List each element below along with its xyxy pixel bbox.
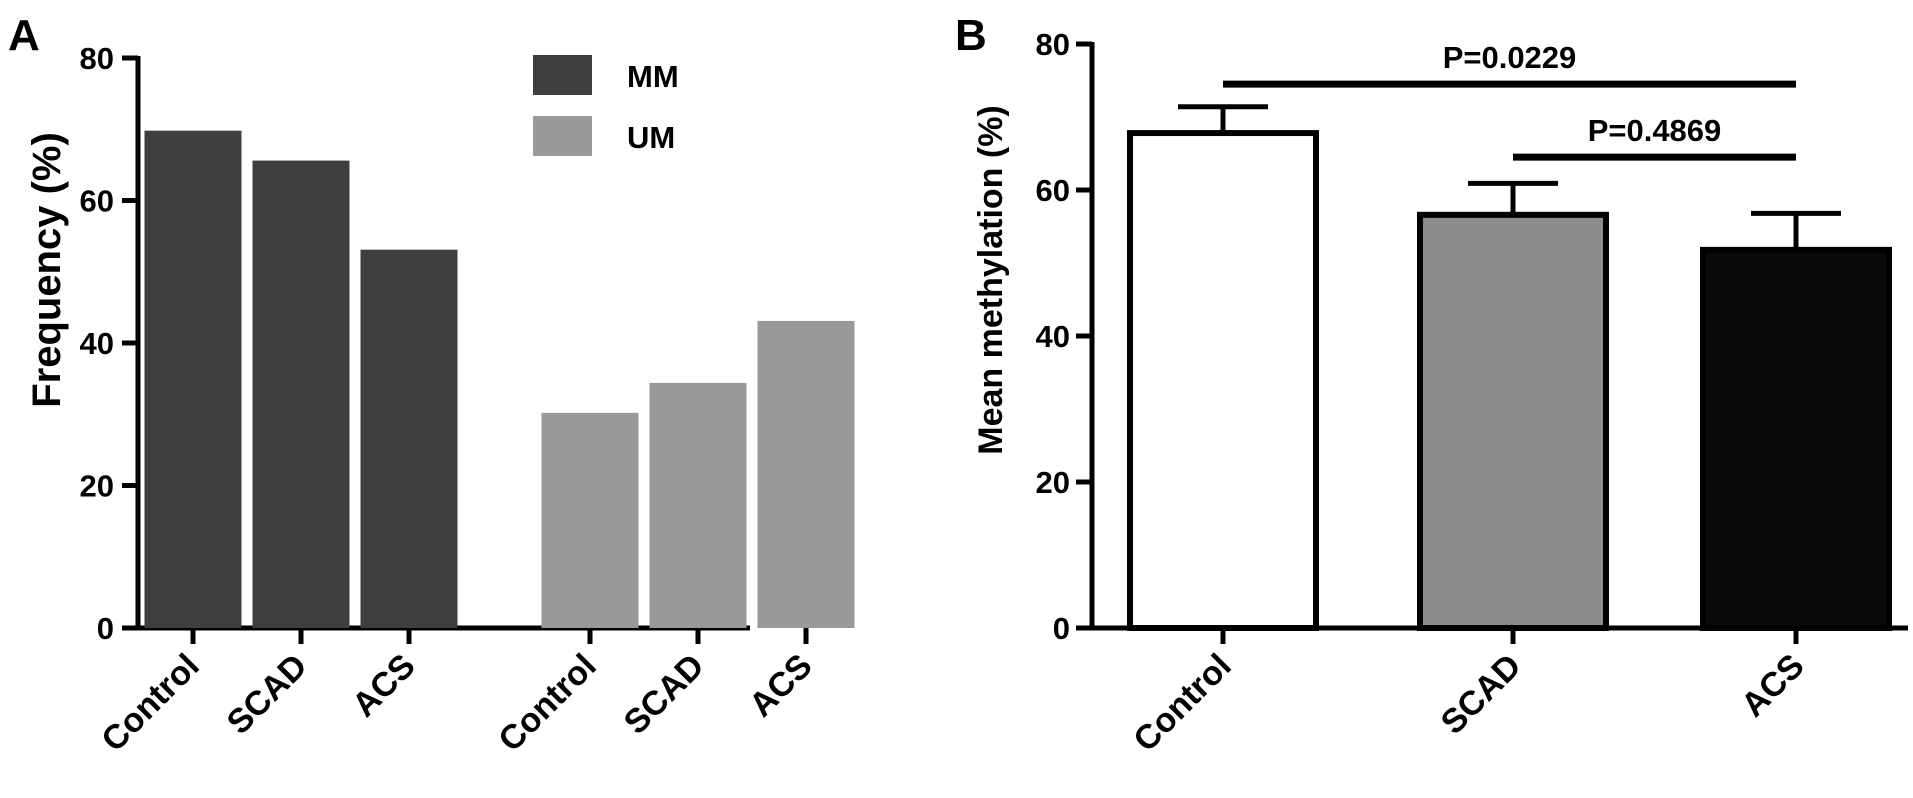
panel-a-x-tick-label: Control [491, 647, 603, 759]
panel-a-bar-um-acs [757, 320, 855, 628]
panel-b-y-axis-label: Mean methylation (%) [972, 105, 1010, 454]
panel-a-bar-mm-scad [252, 160, 350, 628]
panel-a-y-tick-label: 40 [80, 326, 114, 361]
panel-b-letter: B [955, 11, 987, 60]
legend-swatch-mm [533, 55, 592, 95]
panel-b-p-value-label: P=0.4869 [1588, 113, 1722, 148]
panel-b-y-tick-label: 20 [1036, 465, 1070, 500]
panel-b-y-tick-label: 80 [1036, 27, 1070, 62]
panel-a-letter: A [8, 11, 40, 60]
panel-a-x-tick-label: ACS [345, 647, 423, 725]
panel-b-bars [1127, 104, 1892, 632]
panel-b-y-tick-label: 60 [1036, 173, 1070, 208]
panel-a-y-tick-label: 60 [80, 184, 114, 219]
panel-a-legend: MM UM [533, 55, 679, 156]
panel-a-bar-um-control [541, 412, 639, 628]
panel-b-bar-scad [1417, 211, 1609, 631]
panel-a-y-tick-label: 0 [97, 611, 114, 646]
panel-b-significance: P=0.0229 P=0.4869 [1223, 40, 1796, 161]
panel-b-y-tick-label: 0 [1053, 611, 1070, 646]
panel-a-bar-um-scad [649, 382, 747, 628]
panel-b-bar-control [1127, 130, 1319, 631]
panel-a-x-tick-label: Control [94, 647, 206, 759]
panel-a-y-tick-label: 20 [80, 469, 114, 504]
panel-a-y-tick-label: 80 [80, 41, 114, 76]
panel-a-x-ticks: Control SCAD ACS Control SCAD ACS [94, 647, 819, 759]
panel-b-y-ticks: 0 20 40 60 80 [1036, 27, 1799, 646]
panel-b-y-tick-label: 40 [1036, 319, 1070, 354]
panel-b: B Mean methylation (%) 0 20 40 60 80 Control… [955, 11, 1908, 759]
legend-label-mm: MM [627, 59, 679, 94]
panel-a-bar-mm-control [144, 130, 242, 629]
panel-b-x-tick-label: ACS [1734, 647, 1812, 725]
panel-b-x-tick-label: SCAD [1434, 647, 1529, 742]
panel-b-x-ticks: Control SCAD ACS [1126, 647, 1811, 759]
panel-a-bar-mm-acs [360, 249, 458, 628]
panel-a-x-tick-label: ACS [742, 647, 820, 725]
panel-a-x-tick-label: SCAD [617, 647, 712, 742]
panel-b-x-tick-label: Control [1126, 647, 1238, 759]
legend-label-um: UM [627, 120, 675, 155]
legend-swatch-um [533, 116, 592, 156]
panel-a-bars [144, 130, 855, 629]
panel-a-x-tick-label: SCAD [220, 647, 315, 742]
panel-a-y-axis-label: Frequency (%) [25, 132, 69, 408]
panel-a-y-ticks: 0 20 40 60 80 [80, 41, 809, 646]
panel-b-p-value-label: P=0.0229 [1443, 40, 1577, 75]
panel-b-bar-acs [1700, 246, 1892, 632]
